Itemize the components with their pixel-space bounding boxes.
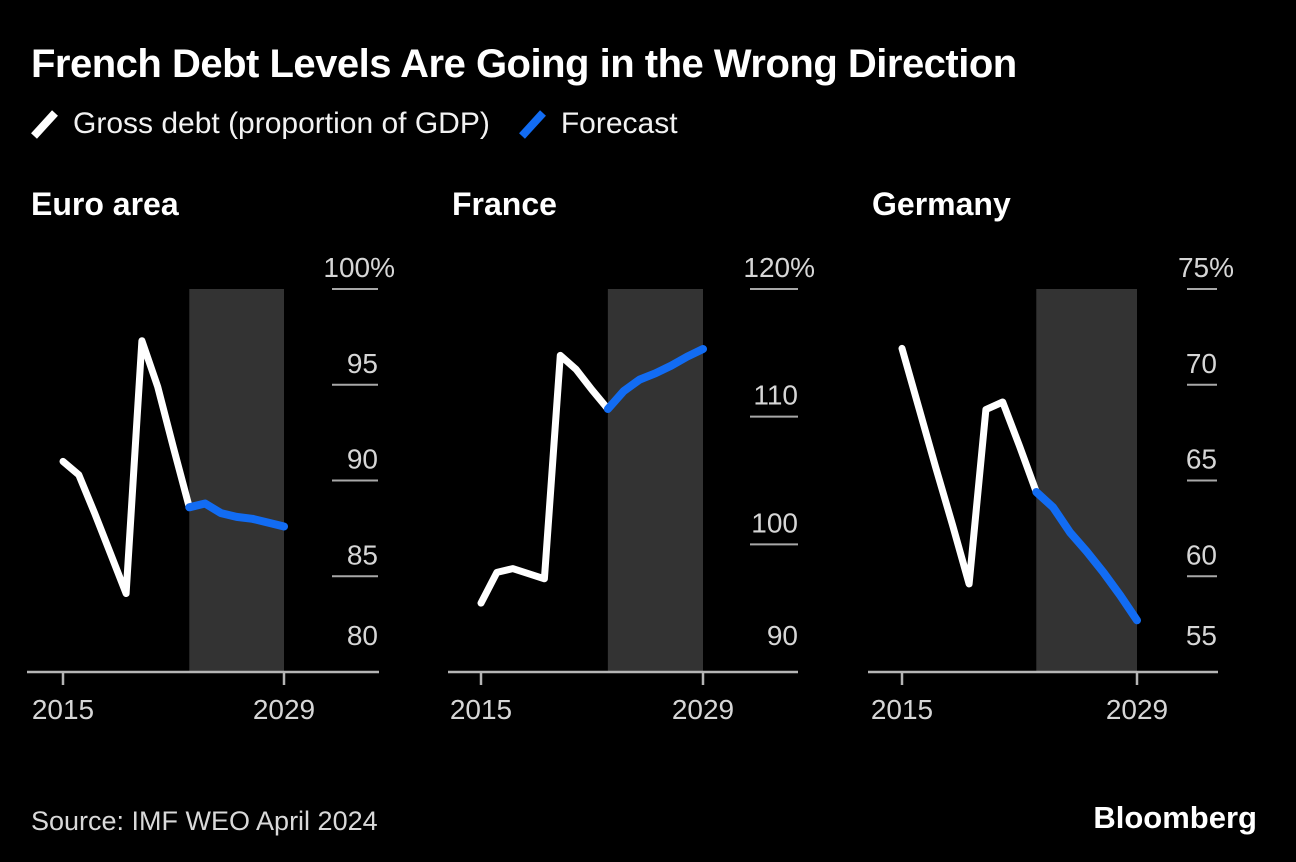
chart-plot-france: 120% 110 100 90 2015 2029 (448, 252, 815, 725)
forecast-band (607, 289, 703, 672)
y-axis-label: 80 (347, 620, 378, 651)
legend-item-gross-debt: Gross debt (proportion of GDP) (28, 106, 490, 142)
bloomberg-logo: Bloomberg (1093, 800, 1257, 835)
forecast-band (1036, 289, 1137, 672)
forecast-line (1032, 488, 1141, 625)
y-axis-label: 90 (347, 444, 378, 475)
y-axis-label: 85 (347, 539, 378, 570)
x-axis-label: 2029 (253, 694, 315, 725)
x-axis-label: 2015 (450, 694, 512, 725)
y-axis-label: 95 (347, 348, 378, 379)
y-axis-label: 90 (767, 620, 798, 651)
y-axis-label: 100% (323, 252, 395, 283)
chart-title-germany: Germany (872, 186, 1011, 222)
y-axis-label: 55 (1186, 620, 1217, 651)
legend-item-forecast: Forecast (516, 106, 678, 142)
source-note: Source: IMF WEO April 2024 (31, 806, 378, 836)
gross-debt-line-icon (31, 110, 58, 139)
chart-germany: Germany 75% 70 65 60 55 2015 2029 (868, 184, 1280, 744)
forecast-line-icon (518, 110, 546, 139)
y-axis-label: 65 (1186, 444, 1217, 475)
page-title: French Debt Levels Are Going in the Wron… (31, 42, 1017, 86)
chart-euro-area: Euro area 100% 95 90 85 80 2015 2029 (27, 184, 439, 744)
chart-plot-euro-area: 100% 95 90 85 80 2015 2029 (27, 252, 395, 725)
x-axis-label: 2029 (672, 694, 734, 725)
x-axis-label: 2029 (1106, 694, 1168, 725)
forecast-line (185, 499, 288, 531)
actual-line (898, 344, 1040, 588)
legend-label-gross-debt: Gross debt (proportion of GDP) (73, 107, 490, 140)
actual-line (477, 351, 612, 607)
y-axis-label: 110 (753, 380, 798, 411)
chart-title-france: France (452, 186, 557, 222)
chart-plot-germany: 75% 70 65 60 55 2015 2029 (868, 252, 1234, 725)
legend-label-forecast: Forecast (560, 107, 678, 140)
legend: Gross debt (proportion of GDP) Forecast (28, 106, 678, 142)
y-axis-label: 120% (743, 252, 815, 283)
y-axis-label: 70 (1186, 348, 1217, 379)
chart-title-euro-area: Euro area (31, 186, 179, 222)
x-axis-label: 2015 (32, 694, 94, 725)
forecast-line (603, 345, 707, 413)
forecast-band (189, 289, 284, 672)
x-axis-label: 2015 (871, 694, 933, 725)
chart-france: France 120% 110 100 90 2015 2029 (448, 184, 860, 744)
y-axis-label: 75% (1178, 252, 1234, 283)
actual-line (59, 337, 193, 597)
y-axis-label: 60 (1186, 539, 1217, 570)
y-axis-label: 100 (751, 507, 798, 538)
